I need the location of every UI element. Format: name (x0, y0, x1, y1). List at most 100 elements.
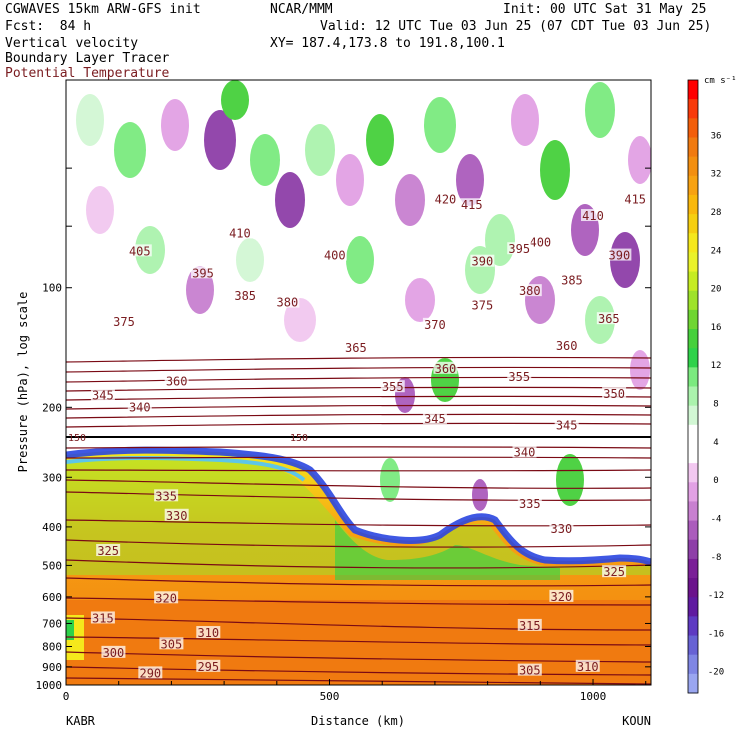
isentrope-label: 345 (92, 389, 114, 403)
colorbar-label: 0 (713, 476, 718, 486)
colorbar-swatch (688, 118, 698, 138)
isentrope-label-bg (191, 266, 216, 279)
isentrope-label-bg (581, 209, 606, 222)
isentrope-label-bg (554, 338, 579, 351)
y-tick-label: 700 (42, 617, 62, 630)
isentrope-label: 320 (155, 591, 177, 605)
colorbar-label: 36 (711, 131, 722, 141)
isentrope-label-bg (96, 544, 121, 557)
field-boundary-layer-tracer: Boundary Layer Tracer (5, 51, 170, 66)
x-tick-label: 0 (63, 690, 70, 703)
y-tick-label: 500 (42, 559, 62, 572)
isentrope-label-bg (196, 659, 221, 672)
isentrope-label: 385 (561, 274, 583, 288)
isentrope-label: 325 (97, 544, 119, 558)
isentrope-label: 335 (155, 489, 177, 503)
isentrope-label-bg (127, 244, 152, 257)
isentrope-label-bg (517, 663, 542, 676)
x-axis: 0 500 1000 (63, 679, 647, 703)
colorbar-swatch (688, 214, 698, 234)
colorbar-swatch (688, 99, 698, 119)
colorbar-swatch (688, 252, 698, 273)
isentrope-label-bg (517, 284, 542, 297)
isentrope-label-bg (343, 341, 368, 354)
isentrope-label: 420 (435, 193, 457, 207)
isentrope-label: 330 (551, 522, 573, 536)
colorbar-unit: cm s⁻¹ (704, 76, 737, 86)
isentrope-label-bg (596, 312, 621, 325)
isentrope-label: 360 (435, 362, 457, 376)
isentrope-label-bg (154, 591, 179, 604)
colorbar-label: -20 (708, 668, 724, 678)
isentrope-label-bg (470, 254, 495, 267)
y-tick-label: 900 (42, 661, 62, 674)
isentrope-label: 295 (197, 660, 219, 674)
colorbar-swatch (688, 616, 698, 637)
isentrope-label-bg (623, 192, 648, 205)
colorbar-swatch (688, 635, 698, 656)
endpoint-left: KABR (66, 714, 96, 728)
isentrope-label-bg (470, 298, 495, 311)
colorbar-swatch (688, 482, 698, 502)
isentrope-label-bg (422, 317, 447, 330)
isentrope-label: 415 (461, 198, 483, 212)
isentrope-label-bg (275, 295, 300, 308)
isentrope-label: 405 (129, 244, 151, 258)
isentrope-label-bg (559, 273, 584, 286)
isentrope-label: 385 (234, 289, 256, 303)
isentrope-label: 310 (577, 660, 599, 674)
isentrope-label: 375 (113, 315, 135, 329)
colorbar-swatch (688, 424, 698, 445)
y-tick-label: 200 (42, 401, 62, 414)
colorbar-swatch (688, 597, 698, 617)
isentrope-label-bg (549, 522, 574, 535)
colorbar-swatch (688, 463, 698, 483)
x-tick-label: 1000 (580, 690, 607, 703)
isentrope-label-bg (517, 496, 542, 509)
colorbar-swatch (688, 405, 698, 426)
isentrope-label: 355 (382, 380, 404, 394)
institution-label: NCAR/MMM (270, 2, 333, 17)
field-vertical-velocity: Vertical velocity (5, 36, 139, 51)
isentrope-label-bg (575, 659, 600, 672)
colorbar-swatch (688, 348, 698, 368)
colorbar-swatch (688, 520, 698, 541)
y-tick-label: 800 (42, 641, 62, 654)
isentrope-label: 345 (424, 412, 446, 426)
isentrope-label: 320 (551, 590, 573, 604)
isentrope-label: 395 (508, 242, 530, 256)
y-tick-label: 400 (42, 521, 62, 534)
isentrope-label: 340 (514, 446, 536, 460)
field-potential-temperature: Potential Temperature (5, 66, 170, 81)
isentrope-label-bg (196, 626, 221, 639)
isentrope-label-bg (459, 198, 484, 211)
colorbar-swatch (688, 137, 698, 158)
isentrope-label-bg (380, 380, 405, 393)
isentrope-label: 315 (92, 611, 114, 625)
isentrope-label: 340 (129, 400, 151, 414)
forecast-hour: Fcst: 84 h (5, 19, 92, 34)
colorbar-swatch (688, 271, 698, 292)
colorbar-swatch (688, 175, 698, 196)
colorbar-labels: 36 32 28 24 20 16 12 8 4 0 -4 -8 -12 -16 -20 (708, 131, 724, 677)
isentrope-label: 360 (166, 374, 188, 388)
colorbar-label: 4 (713, 438, 718, 448)
y-tick-label: 1000 (36, 679, 63, 692)
isentrope-label: 380 (519, 284, 541, 298)
isentrope-label: 370 (424, 318, 446, 332)
colorbar-swatch (688, 309, 698, 330)
isentrope-label: 345 (556, 418, 578, 432)
isentrope-label: 380 (277, 296, 299, 310)
isentrope-label-bg (90, 611, 115, 624)
isentrope-label-bg (159, 637, 184, 650)
colorbar-swatch (688, 539, 698, 560)
colorbar-swatch (688, 501, 698, 522)
colorbar-swatch (688, 329, 698, 349)
colorbar-label: -12 (708, 591, 724, 601)
isentrope-label: 410 (582, 209, 604, 223)
init-time: Init: 00 UTC Sat 31 May 25 (503, 2, 707, 17)
colorbar-label: 12 (711, 361, 722, 371)
isentrope-label: 365 (345, 341, 367, 355)
